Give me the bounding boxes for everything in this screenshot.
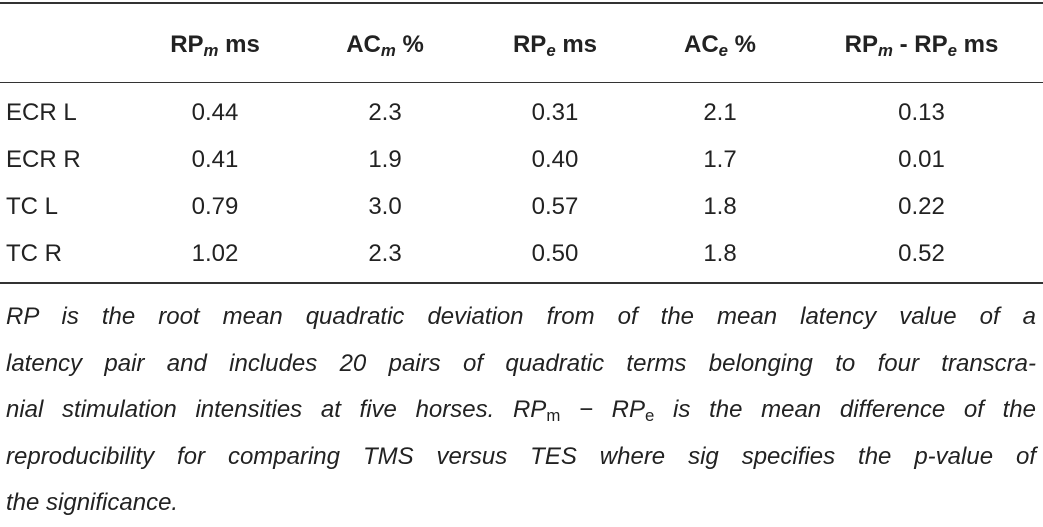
cell: 0.01: [898, 145, 945, 173]
cell: 0.50: [531, 239, 579, 267]
subscript: e: [546, 40, 556, 60]
text: - RP: [892, 30, 948, 58]
top-rule: [0, 2, 1043, 4]
cell: 1.8: [703, 239, 737, 267]
subscript: e: [947, 40, 957, 60]
text: − RP: [560, 396, 646, 423]
text: %: [728, 30, 757, 58]
footnote-line: the significance.: [6, 480, 1036, 527]
cell: 0.13: [898, 98, 945, 126]
text: latency pair and includes 20 pairs of qu…: [6, 349, 1036, 377]
row-label: TC L: [6, 192, 59, 220]
footnote-line: latency pair and includes 20 pairs of qu…: [6, 341, 1036, 388]
page: RPm ms ACm % RPe ms ACe % RPm - RPe ms ECR L…: [0, 2, 1043, 516]
text: AC: [346, 30, 381, 58]
cell: 2.3: [368, 239, 402, 267]
header-row: RPm ms ACm % RPe ms ACe % RPm - RPe ms: [0, 21, 1043, 68]
cell: 1.8: [703, 192, 737, 220]
footnote: RP is the root mean quadratic deviation …: [6, 294, 1036, 527]
footnote-line: RP is the root mean quadratic deviation …: [6, 294, 1036, 341]
header-cell: RPm ms: [130, 31, 300, 59]
subscript: e: [718, 40, 728, 60]
cell: 1.7: [703, 145, 737, 173]
text: AC: [683, 30, 719, 58]
cell: 0.44: [191, 98, 239, 126]
header-cell: RPm - RPe ms: [800, 31, 1043, 59]
subscript: m: [546, 406, 561, 426]
text: RP: [512, 30, 547, 58]
bottom-rule: [0, 282, 1043, 284]
text: the significance.: [6, 489, 179, 516]
text: nial stimulation intensities at five hor…: [6, 396, 547, 423]
table-row: ECR R 0.41 1.9 0.40 1.7 0.01: [0, 136, 1043, 183]
cell: 3.0: [368, 192, 402, 220]
cell: 0.22: [898, 192, 945, 220]
footnote-line: reproducibility for comparing TMS versus…: [6, 434, 1036, 481]
header-cell: ACe %: [640, 31, 800, 59]
text: ms: [956, 30, 999, 58]
text: RP: [170, 30, 204, 58]
row-label: ECR L: [6, 98, 77, 126]
cell: 2.3: [368, 98, 402, 126]
text: RP: [844, 30, 879, 58]
cell: 0.57: [531, 192, 579, 220]
cell: 0.31: [531, 98, 579, 126]
table-row: ECR L 0.44 2.3 0.31 2.1 0.13: [0, 89, 1043, 136]
row-label: ECR R: [6, 145, 81, 173]
header-cell: ACm %: [300, 31, 470, 59]
text: ms: [218, 30, 260, 58]
footnote-line: nial stimulation intensities at five hor…: [6, 387, 1036, 434]
text: is the mean difference of the: [654, 396, 1036, 423]
subscript: m: [878, 40, 893, 60]
cell: 1.02: [191, 239, 239, 267]
text: ms: [555, 30, 598, 58]
row-label: TC R: [6, 239, 62, 267]
cell: 0.52: [898, 239, 945, 267]
subscript: m: [380, 40, 396, 60]
cell: 1.9: [368, 145, 402, 173]
cell: 0.40: [531, 145, 579, 173]
subscript: m: [203, 40, 219, 60]
text: %: [395, 30, 424, 58]
header-cell: RPe ms: [470, 31, 640, 59]
table-row: TC L 0.79 3.0 0.57 1.8 0.22: [0, 183, 1043, 230]
text: RP is the root mean quadratic deviation …: [6, 303, 1036, 330]
cell: 2.1: [703, 98, 737, 126]
cell: 0.41: [191, 145, 239, 173]
subscript: e: [645, 406, 655, 426]
table-row: TC R 1.02 2.3 0.50 1.8 0.52: [0, 230, 1043, 277]
text: reproducibility for comparing TMS versus…: [6, 442, 1036, 470]
header-rule: [0, 82, 1043, 83]
cell: 0.79: [191, 192, 239, 220]
